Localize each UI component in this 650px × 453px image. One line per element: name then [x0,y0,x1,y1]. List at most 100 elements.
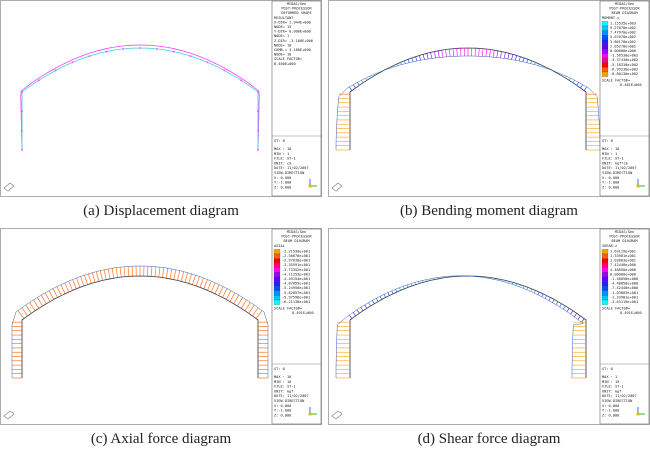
legend-swatch [601,263,609,268]
footer-text: DATE: 11/02/2007 [602,394,637,398]
diagram-hatch [478,48,480,57]
view-icon [331,182,343,192]
triad-center [636,412,640,416]
diagram-hatch [430,52,433,59]
footer-text: X: 0.000 [274,176,291,180]
diagram-hatch [88,273,92,284]
diagram-hatch [229,292,236,302]
node-marker [257,91,259,93]
footer-text: MAX : 10 [274,375,291,379]
node-marker [189,55,192,57]
node-marker [37,79,40,82]
header-text: POST-PROCESSOR [609,7,640,11]
diagram-hatch [570,310,574,315]
diagram-hatch [456,48,458,57]
diagram-hatch [123,266,126,277]
footer-text: FILE: ST-1 [274,157,296,161]
footer-text: VIEW-DIRECTION [602,171,632,175]
diagram-hatch [526,59,529,63]
diagram-hatch [566,308,570,312]
diagram-hatch [523,285,525,289]
caption: (b) Bending moment diagram [400,203,578,219]
diagram-hatch [419,55,422,61]
diagram-hatch [507,53,510,60]
diagram-hatch [177,270,181,281]
footer-text: ST: 0 [602,139,613,143]
diagram-hatch [552,299,555,303]
diagram-hatch [95,271,100,282]
legend-value: -5.62857e+001 [282,291,310,295]
diagram-hatch [452,48,455,57]
legend-value: 7.47970e+002 [610,31,636,35]
legend-swatch [601,48,609,54]
legend-swatch [273,267,281,273]
footer-text: MAX : 1 [602,375,617,379]
footer-text: X: 0.000 [602,404,619,408]
legend-swatch [601,249,609,255]
diagram-hatch [555,301,559,305]
diagram-hatch [448,49,451,57]
diagram-hatch [356,309,360,314]
diagram-hatch [418,281,420,284]
legend-swatch [601,267,609,273]
legend-swatch [601,25,609,31]
scale-text: 8.491E+000 [292,311,314,315]
legend-value: 4.48850e+000 [610,268,636,272]
diagram-hatch [225,290,232,300]
diagram-hatch [352,312,356,317]
legend-swatch [601,21,609,27]
legend-swatch [601,253,609,259]
diagram-hatch [422,54,425,60]
diagram-hatch [565,76,567,79]
legend-swatch [273,249,281,255]
diagram-hatch [222,288,228,298]
node-marker [122,47,125,50]
legend-value: -1.33981e+001 [610,295,638,299]
footer-text: Y:-1.000 [274,181,291,185]
diagram-hatch [387,292,390,296]
diagram-hatch [395,289,398,293]
diagram-hatch [173,269,177,280]
diagram-hatch [349,314,353,319]
diagram-hatch [80,276,85,287]
diagram-hatch [576,82,579,86]
legend-swatch [601,53,609,59]
diagram-hatch [534,290,536,294]
header-text: SCALE FACTOR= [274,57,303,61]
header-text: MOMENT-y [602,16,620,20]
header-text: NODE= 1 [274,34,289,38]
diagram-hatch [210,282,216,293]
diagram-hatch [580,84,583,89]
diagram-hatch [162,267,165,278]
diagram-hatch [150,266,153,277]
diagram-hatch [192,275,196,285]
legend-value: -3.37430e+002 [610,58,638,62]
footer-text: MAX : 10 [602,147,619,151]
side-panel [599,228,650,425]
diagram-hatch [353,84,356,89]
footer-text: FILE: ST-1 [602,385,624,389]
diagram-hatch [514,55,517,61]
legend-value: -3.35591e+001 [282,263,310,267]
footer-text: MAX : 10 [274,147,291,151]
legend-swatch [601,44,609,50]
node-marker [223,69,226,72]
header-text: NODE= 15 [274,25,291,29]
diagram-hatch [357,82,360,86]
diagram-hatch [248,304,255,314]
diagram-hatch [233,294,240,304]
diagram-hatch [72,279,77,289]
node-marker [88,55,91,57]
diagram-hatch [60,284,66,294]
footer-text: UNIT: cm [274,161,291,165]
header-text: BEAM DIAGRAM [284,239,311,243]
diagram-outline [335,275,584,378]
legend-swatch [273,258,281,264]
node-marker [71,61,74,64]
header-text: BEAM DIAGRAM [612,11,639,15]
diagram-hatch [522,57,525,62]
diagram-hatch [383,294,386,298]
diagram-hatch [252,307,259,317]
footer-text: UNIT: kgf [274,389,293,393]
